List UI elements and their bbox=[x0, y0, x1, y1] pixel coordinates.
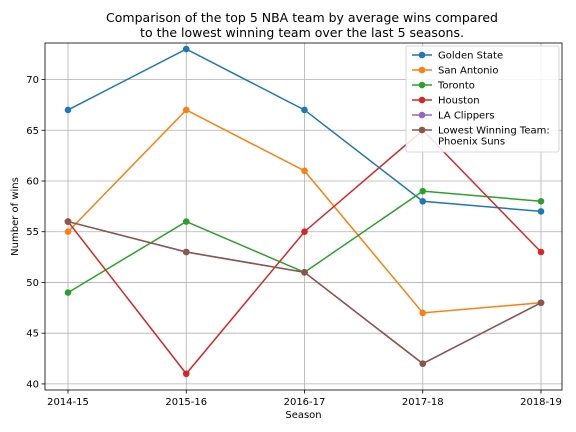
data-point bbox=[537, 208, 545, 215]
data-point bbox=[537, 197, 545, 205]
y-axis: 40 45 50 55 60 65 70 bbox=[26, 75, 45, 390]
legend-label: Houston bbox=[438, 96, 480, 107]
chart-title-line-1: Comparison of the top 5 NBA team by aver… bbox=[106, 10, 498, 25]
data-point bbox=[182, 248, 190, 256]
legend-marker-icon bbox=[418, 96, 426, 104]
data-point bbox=[64, 106, 72, 114]
legend-item-5: LA Clippers bbox=[412, 111, 495, 122]
legend-marker-icon bbox=[418, 66, 426, 74]
x-axis: 2014-15 2015-16 2016-17 2017-18 2018-19 bbox=[47, 390, 562, 408]
legend-marker-icon bbox=[418, 126, 426, 134]
x-tick-label: 2018-19 bbox=[520, 397, 562, 408]
data-point bbox=[419, 197, 427, 205]
legend-label: Golden State bbox=[438, 51, 503, 62]
y-axis-label: Number of wins bbox=[10, 177, 21, 256]
y-tick-label: 55 bbox=[26, 227, 39, 238]
y-tick-label: 50 bbox=[26, 278, 39, 289]
legend-item-2: San Antonio bbox=[412, 66, 498, 77]
series-1 bbox=[64, 45, 545, 215]
series-layer bbox=[64, 45, 545, 378]
legend-item-3: Toronto bbox=[412, 81, 475, 92]
x-tick-label: 2016-17 bbox=[284, 397, 326, 408]
legend-label: Toronto bbox=[437, 81, 475, 92]
legend-label: Lowest Winning Team: bbox=[438, 126, 550, 137]
data-point bbox=[182, 106, 190, 114]
data-point bbox=[301, 228, 308, 236]
x-axis-label: Season bbox=[285, 410, 321, 421]
y-tick-label: 45 bbox=[26, 329, 39, 340]
series-6 bbox=[64, 218, 545, 367]
y-tick-label: 70 bbox=[26, 75, 39, 86]
legend-box bbox=[405, 45, 560, 153]
legend-marker-icon bbox=[418, 111, 426, 119]
legend-label: LA Clippers bbox=[438, 111, 495, 122]
plot-frame bbox=[44, 42, 563, 391]
data-point bbox=[182, 218, 190, 225]
chart-title-line-2: to the lowest winning team over the last… bbox=[140, 25, 464, 40]
data-point bbox=[419, 309, 427, 317]
y-tick-label: 60 bbox=[26, 176, 39, 187]
legend-item-4: Houston bbox=[412, 96, 480, 107]
x-tick-label: 2014-15 bbox=[47, 397, 89, 408]
data-point bbox=[419, 360, 427, 367]
legend-label: San Antonio bbox=[438, 66, 498, 77]
chart-title: Comparison of the top 5 NBA team by aver… bbox=[106, 10, 498, 40]
data-point bbox=[537, 248, 545, 256]
x-tick-label: 2017-18 bbox=[402, 397, 444, 408]
data-point bbox=[64, 218, 72, 225]
data-point bbox=[537, 299, 545, 307]
y-tick-label: 65 bbox=[26, 126, 39, 137]
data-point bbox=[64, 228, 72, 236]
legend-marker-icon bbox=[418, 81, 426, 89]
data-point bbox=[301, 167, 308, 175]
legend-item-1: Golden State bbox=[412, 51, 503, 62]
data-point bbox=[182, 370, 190, 378]
data-point bbox=[182, 45, 190, 53]
y-tick-label: 40 bbox=[26, 379, 39, 390]
legend-item-6: Lowest Winning Team:Phoenix Suns bbox=[412, 126, 550, 148]
data-point bbox=[419, 187, 427, 195]
data-point bbox=[64, 289, 72, 296]
data-point bbox=[301, 106, 308, 114]
legend-marker-icon bbox=[418, 51, 426, 59]
legend: Golden State San Antonio Toronto Houston LA … bbox=[405, 45, 560, 153]
x-tick-label: 2015-16 bbox=[165, 397, 207, 408]
legend-label: Phoenix Suns bbox=[438, 137, 505, 148]
data-point bbox=[301, 269, 308, 276]
